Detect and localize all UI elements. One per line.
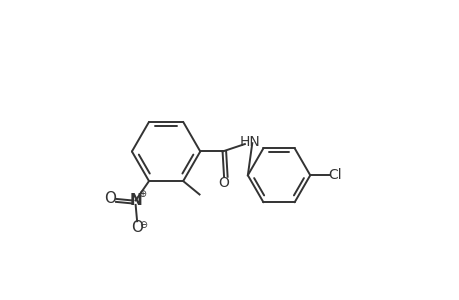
- Text: O: O: [218, 176, 229, 190]
- Text: ⊕: ⊕: [138, 189, 146, 199]
- Text: O: O: [131, 220, 143, 235]
- Text: O: O: [104, 191, 116, 206]
- Text: ⊖: ⊖: [139, 220, 147, 230]
- Text: HN: HN: [239, 135, 260, 149]
- Text: Cl: Cl: [327, 168, 341, 182]
- Text: N: N: [129, 193, 142, 208]
